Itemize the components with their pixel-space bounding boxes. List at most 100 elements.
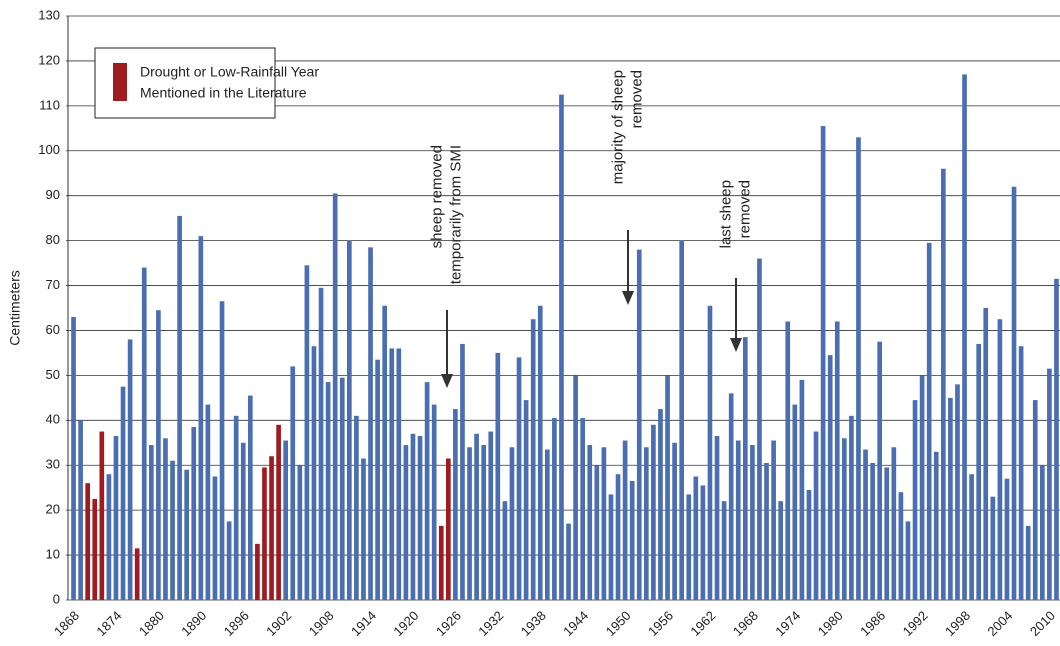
- bar: [212, 476, 218, 600]
- bar: [594, 465, 600, 600]
- bar: [990, 496, 996, 600]
- bar: [453, 409, 458, 600]
- x-tick-label: 1902: [263, 608, 294, 639]
- bar: [785, 321, 791, 600]
- bar: [891, 447, 897, 600]
- x-tick-label: 1880: [136, 608, 167, 639]
- bar: [304, 265, 310, 600]
- bar: [1004, 478, 1010, 600]
- bar: [297, 465, 303, 600]
- bar: [757, 258, 762, 600]
- x-tick-label: 1926: [433, 608, 464, 639]
- y-tick-label: 110: [39, 97, 60, 112]
- bar: [403, 445, 409, 600]
- bar: [764, 462, 769, 600]
- bar: [537, 305, 543, 600]
- bar: [636, 249, 642, 600]
- bar: [431, 404, 437, 600]
- x-tick-label: 1950: [603, 608, 634, 639]
- bar: [608, 494, 614, 600]
- bar: [544, 449, 550, 600]
- bar: [1054, 278, 1059, 600]
- bar: [573, 375, 578, 600]
- x-tick-label: 1868: [51, 608, 82, 639]
- bar: [778, 501, 784, 600]
- x-tick-label: 1962: [687, 608, 718, 639]
- x-tick-label: 2010: [1027, 608, 1058, 639]
- bar: [424, 382, 430, 600]
- bar: [233, 415, 239, 600]
- bar: [78, 420, 83, 600]
- bar: [849, 415, 854, 600]
- bar: [474, 433, 479, 600]
- bar: [813, 431, 819, 600]
- y-tick-label: 30: [46, 457, 60, 472]
- bar: [163, 438, 168, 600]
- y-tick-label: 80: [46, 232, 60, 247]
- bar: [177, 215, 182, 600]
- bar: [912, 400, 918, 600]
- bar: [170, 460, 175, 600]
- bar: [262, 467, 267, 600]
- bar: [148, 445, 154, 600]
- bar: [707, 305, 713, 600]
- bar: [467, 447, 472, 600]
- bar: [481, 445, 487, 600]
- bar: [643, 447, 649, 600]
- bar: [940, 168, 946, 600]
- y-tick-label: 100: [38, 142, 60, 157]
- bar: [834, 321, 840, 600]
- annotation: last sheep: [717, 180, 734, 248]
- bar: [863, 449, 868, 600]
- legend-label: Mentioned in the Literature: [140, 85, 307, 101]
- bar: [198, 236, 204, 600]
- bar: [460, 343, 465, 600]
- bar: [134, 548, 140, 600]
- bar: [389, 348, 395, 600]
- bar: [106, 474, 112, 600]
- bar: [99, 431, 105, 600]
- bar: [969, 474, 974, 600]
- bar: [502, 501, 508, 600]
- bar: [615, 474, 621, 600]
- bar: [445, 458, 451, 600]
- bar: [191, 427, 197, 600]
- y-tick-label: 120: [38, 52, 60, 67]
- bar: [955, 384, 960, 600]
- x-tick-label: 1874: [93, 608, 124, 639]
- y-tick-label: 0: [53, 591, 60, 606]
- x-tick-label: 1914: [348, 608, 379, 639]
- bar: [509, 447, 515, 600]
- bar: [658, 409, 663, 600]
- bar: [488, 431, 494, 600]
- bar: [820, 126, 826, 601]
- bar: [629, 480, 635, 600]
- x-tick-label: 2004: [984, 608, 1015, 639]
- bar: [354, 415, 359, 600]
- bar: [997, 319, 1003, 600]
- bar: [375, 359, 380, 600]
- bar: [276, 424, 281, 600]
- bar: [71, 316, 76, 600]
- x-tick-label: 1890: [178, 608, 209, 639]
- bar: [806, 489, 812, 600]
- bar: [318, 287, 324, 600]
- x-tick-label: 1932: [475, 608, 506, 639]
- bar: [799, 379, 805, 600]
- bar: [841, 438, 847, 600]
- bar: [976, 343, 982, 600]
- arrow-head: [622, 291, 634, 305]
- bar: [665, 375, 670, 600]
- bar: [219, 301, 225, 600]
- bar: [580, 418, 586, 600]
- bar: [700, 485, 706, 600]
- annotation: removed: [628, 70, 645, 128]
- bar: [530, 319, 536, 600]
- bar: [587, 445, 593, 600]
- x-tick-label: 1908: [306, 608, 337, 639]
- x-tick-label: 1938: [518, 608, 549, 639]
- y-tick-label: 50: [46, 367, 60, 382]
- bar: [516, 357, 522, 600]
- bar: [962, 74, 967, 600]
